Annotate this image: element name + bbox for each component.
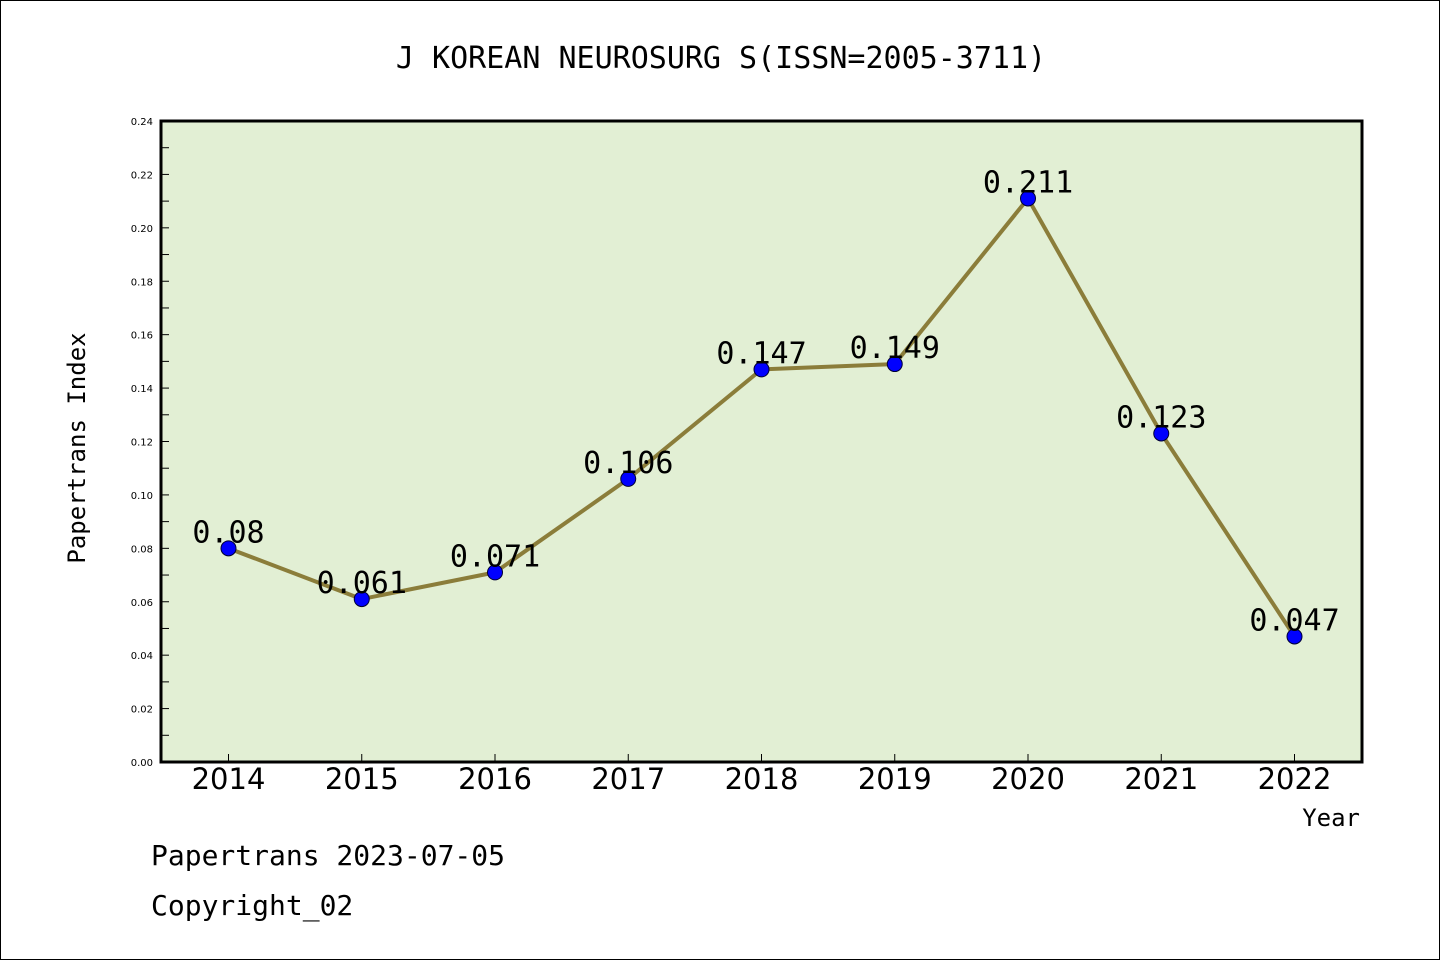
footer-copyright: Copyright_02 (151, 889, 353, 923)
data-label: 0.071 (450, 539, 540, 574)
y-tick-label: 0.14 (131, 384, 153, 395)
y-tick-label: 0.16 (131, 331, 153, 342)
data-point-marker (1153, 425, 1170, 442)
data-point-marker (353, 591, 370, 608)
y-tick-label: 0.00 (131, 758, 153, 769)
data-label: 0.106 (583, 446, 673, 481)
y-tick-label: 0.06 (131, 598, 153, 609)
data-label: 0.211 (983, 165, 1073, 200)
x-tick-label: 2021 (1124, 762, 1198, 796)
y-tick-label: 0.18 (131, 277, 153, 288)
x-axis-label: Year (1302, 804, 1360, 832)
data-label: 0.147 (716, 336, 806, 371)
data-point-marker (620, 470, 637, 487)
data-label: 0.047 (1249, 603, 1339, 638)
y-tick-label: 0.08 (131, 544, 153, 555)
x-tick-label: 2020 (991, 762, 1065, 796)
y-tick-label: 0.10 (131, 491, 153, 502)
x-tick-label: 2016 (458, 762, 532, 796)
x-axis-ticks: 2014 2015 2016 2017 2018 2019 2020 2021 2022 (192, 754, 1332, 796)
y-axis-label: Papertrans Index (63, 332, 91, 563)
data-markers (220, 190, 1303, 645)
data-point-marker (886, 356, 903, 373)
data-label: 0.061 (317, 566, 407, 601)
y-tick-label: 0.22 (131, 170, 153, 181)
data-point-marker (1286, 628, 1303, 645)
chart-title: J KOREAN NEUROSURG S(ISSN=2005-3711) (396, 41, 1046, 76)
data-label: 0.08 (192, 515, 264, 550)
x-tick-label: 2019 (858, 762, 932, 796)
y-axis-ticks: 0.00 0.02 0.04 0.06 0.08 0.10 0.12 0.14 0.16 0.18… (131, 117, 169, 769)
data-labels: 0.08 0.061 0.071 0.106 0.147 0.149 0.211 0.123 0… (192, 165, 1339, 638)
y-tick-label: 0.02 (131, 705, 153, 716)
x-tick-label: 2022 (1258, 762, 1332, 796)
x-tick-label: 2017 (591, 762, 665, 796)
data-point-marker (220, 540, 237, 557)
y-tick-label: 0.04 (131, 651, 153, 662)
data-label: 0.149 (850, 331, 940, 366)
data-label: 0.123 (1116, 400, 1206, 435)
y-tick-label: 0.12 (131, 438, 153, 449)
data-point-marker (753, 361, 770, 378)
x-tick-label: 2015 (325, 762, 399, 796)
footer-date: Papertrans 2023-07-05 (151, 839, 505, 872)
y-tick-label: 0.24 (131, 117, 153, 128)
x-tick-label: 2018 (725, 762, 799, 796)
data-point-marker (487, 564, 503, 581)
plot-area (159, 119, 1364, 764)
data-point-marker (1020, 190, 1036, 207)
x-tick-label: 2014 (192, 762, 266, 796)
y-tick-label: 0.20 (131, 224, 153, 235)
